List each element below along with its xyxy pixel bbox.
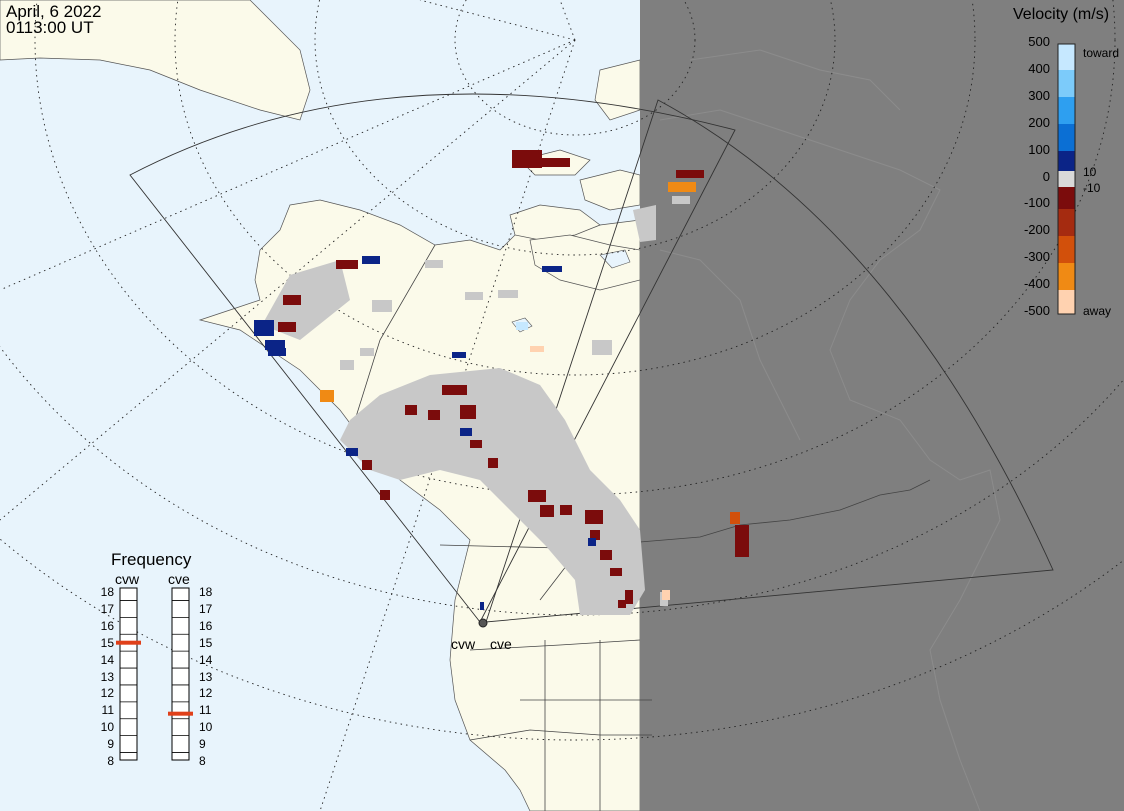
- night-edge: [640, 0, 652, 811]
- freq-right-label: 17: [199, 601, 213, 616]
- velocity-tick-label: 400: [1028, 60, 1050, 76]
- freq-right-label: 15: [199, 635, 213, 650]
- freq-left-label: 16: [100, 618, 114, 633]
- freq-left-label: 18: [100, 585, 114, 599]
- away-label: away: [1083, 304, 1112, 318]
- velocity-tick-label: -200: [1023, 222, 1050, 238]
- freq-right-label: 11: [199, 703, 212, 718]
- freq-right-label: 16: [199, 618, 213, 633]
- freq-left-label: 10: [100, 720, 114, 735]
- freq-radar-cve: cve: [168, 571, 190, 587]
- freq-right-label: 13: [199, 669, 213, 684]
- freq-left-label: 15: [100, 635, 114, 650]
- freq-left-label: 12: [100, 686, 114, 701]
- night-side: [652, 0, 1124, 811]
- velocity-tick-label: 500: [1028, 34, 1050, 49]
- freq-right-label: 12: [199, 686, 213, 701]
- velocity-tick-label: -500: [1023, 303, 1050, 318]
- radar-label-cvw: cvw: [451, 636, 476, 652]
- toward-label: toward: [1083, 46, 1120, 60]
- velocity-colorbar: [1057, 43, 1076, 315]
- velocity-tick-label: 100: [1028, 141, 1050, 157]
- freq-right-label: 8: [199, 754, 206, 768]
- toward-velocity-cells: [254, 256, 596, 610]
- freq-left-label: 17: [100, 601, 114, 616]
- neg-threshold-label: -10: [1083, 181, 1101, 195]
- velocity-tick-label: 300: [1028, 87, 1050, 103]
- freq-left-label: 13: [100, 669, 114, 684]
- freq-marker-cve: [168, 711, 193, 716]
- freq-right-label: 9: [199, 737, 206, 752]
- radar-sites: [478, 618, 488, 628]
- frequency-markers: [116, 640, 193, 716]
- frequency-title: Frequency: [111, 550, 192, 569]
- radar-fov: [129, 93, 1054, 623]
- velocity-tick-label: -100: [1023, 195, 1050, 211]
- away-max-cells: [530, 346, 670, 600]
- freq-radar-cvw: cvw: [115, 571, 140, 587]
- freq-right-label: 18: [199, 585, 213, 599]
- date-label: April, 6 2022: [6, 2, 102, 21]
- freq-left-label: 8: [107, 754, 114, 768]
- night-coast: [659, 49, 1001, 811]
- velocity-tick-label: 0: [1042, 168, 1050, 184]
- away-velocity-cells: [278, 150, 749, 608]
- freq-left-label: 14: [100, 652, 114, 667]
- velocity-tick-label: -300: [1023, 249, 1050, 265]
- scatter-cells: [262, 196, 690, 615]
- time-label: 0113:00 UT: [6, 18, 94, 37]
- velocity-tick-label: 200: [1028, 114, 1050, 130]
- pos-threshold-label: 10: [1083, 165, 1097, 179]
- velocity-tick-label: -400: [1023, 276, 1050, 292]
- frequency-scales: [119, 587, 190, 761]
- freq-left-label: 11: [101, 703, 114, 718]
- freq-right-label: 14: [199, 652, 213, 667]
- freq-left-label: 9: [107, 737, 114, 752]
- toward-max-cells: [516, 322, 528, 330]
- radar-label-cve: cve: [490, 636, 512, 652]
- away-orange-cells: [320, 182, 696, 402]
- landmass: [0, 0, 641, 811]
- freq-marker-cvw: [116, 640, 141, 645]
- frequency-ticks: [120, 600, 189, 753]
- velocity-legend-title: Velocity (m/s): [1013, 6, 1110, 23]
- freq-right-label: 10: [199, 720, 213, 735]
- away-fast-cells: [730, 512, 740, 524]
